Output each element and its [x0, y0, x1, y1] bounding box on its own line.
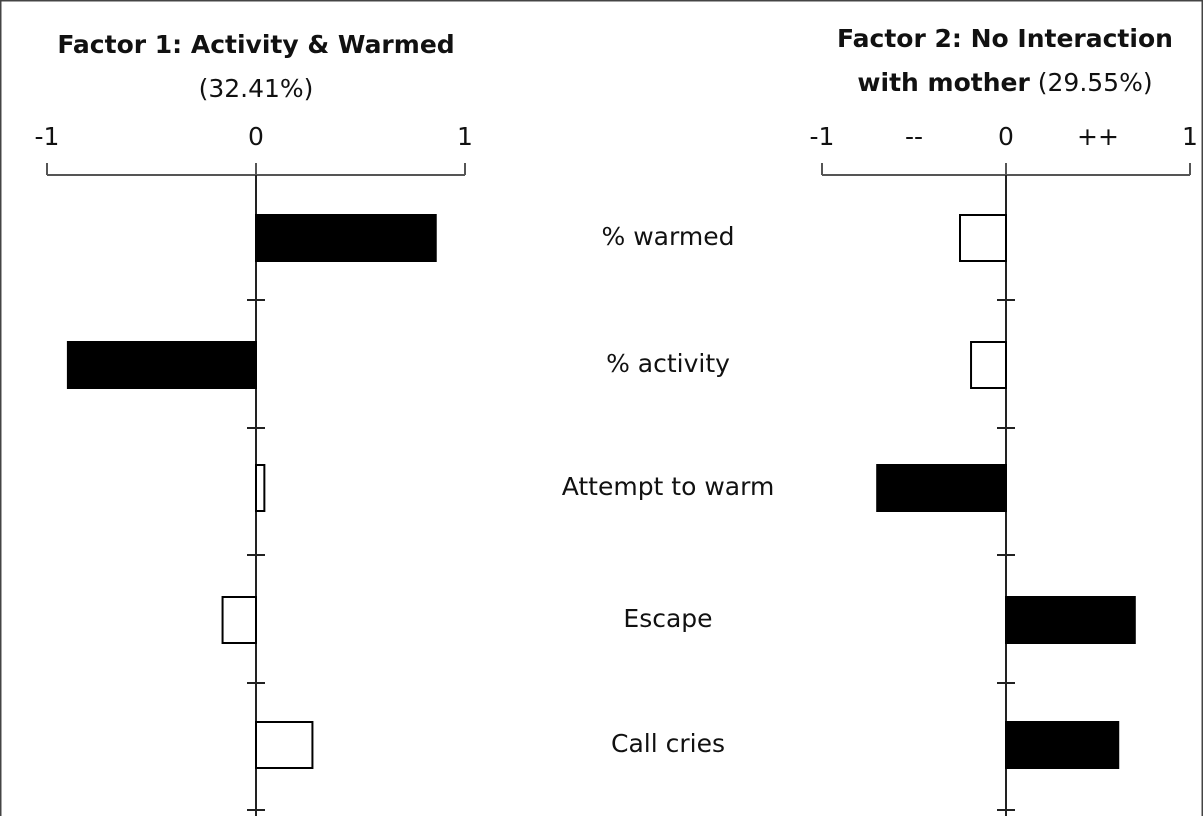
bar — [970, 341, 1007, 389]
category-label: Attempt to warm — [562, 472, 775, 501]
category-label: % warmed — [602, 222, 735, 251]
chart-title: with mother — [857, 68, 1030, 97]
chart-title: with mother (29.55%) — [857, 68, 1152, 97]
category-label: Escape — [623, 604, 712, 633]
category-label: % activity — [606, 349, 730, 378]
chart-title: Factor 2: No Interaction — [837, 24, 1173, 53]
bar — [876, 464, 1008, 512]
x-tick-label: -- — [905, 122, 923, 151]
x-tick-label: 0 — [998, 122, 1014, 151]
x-tick-label: 0 — [248, 122, 264, 151]
chart-subtitle: (29.55%) — [1038, 68, 1153, 97]
x-tick-label: -1 — [810, 122, 835, 151]
x-tick-label: ++ — [1077, 122, 1119, 151]
bar — [255, 721, 314, 769]
bar — [66, 341, 258, 389]
x-tick-label: 1 — [457, 122, 473, 151]
bar — [959, 214, 1007, 262]
chart-subtitle: (32.41%) — [199, 74, 314, 103]
x-tick-label: -1 — [35, 122, 60, 151]
bar — [1005, 721, 1120, 769]
category-label: Call cries — [611, 729, 725, 758]
x-tick-label: 1 — [1182, 122, 1198, 151]
bar — [255, 214, 437, 262]
chart-title: Factor 1: Activity & Warmed — [57, 30, 454, 59]
bar — [255, 464, 266, 512]
bar — [221, 596, 257, 644]
bar — [1005, 596, 1136, 644]
